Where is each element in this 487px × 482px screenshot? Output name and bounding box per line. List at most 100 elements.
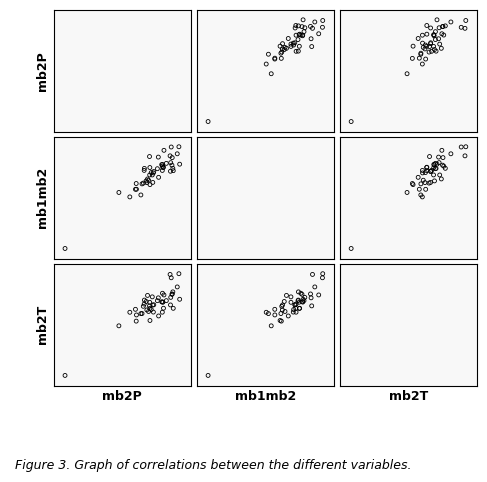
- Point: [414, 174, 422, 181]
- Point: [168, 143, 175, 151]
- Point: [423, 42, 431, 50]
- Point: [282, 44, 290, 52]
- Point: [150, 168, 158, 175]
- Point: [415, 54, 423, 62]
- Point: [139, 179, 147, 187]
- Point: [409, 180, 416, 187]
- Point: [262, 308, 270, 316]
- Point: [281, 298, 288, 306]
- Point: [160, 305, 168, 312]
- Point: [432, 47, 440, 55]
- Point: [146, 153, 153, 161]
- Point: [150, 301, 158, 308]
- Point: [295, 288, 302, 296]
- Point: [146, 298, 153, 306]
- Point: [425, 48, 433, 56]
- Point: [115, 188, 123, 196]
- Point: [155, 174, 163, 181]
- Point: [430, 42, 437, 50]
- Point: [409, 181, 417, 188]
- Point: [160, 147, 168, 154]
- Point: [167, 294, 175, 301]
- Point: [301, 24, 309, 32]
- Point: [427, 24, 434, 32]
- Point: [163, 297, 170, 305]
- Point: [295, 47, 302, 55]
- Point: [431, 160, 439, 167]
- Point: [427, 39, 434, 47]
- Point: [290, 306, 298, 313]
- Point: [145, 176, 152, 184]
- Point: [423, 167, 431, 174]
- Point: [409, 42, 417, 50]
- Point: [137, 191, 145, 199]
- Point: [281, 43, 289, 51]
- Point: [462, 143, 469, 150]
- Point: [423, 163, 431, 171]
- Point: [307, 294, 315, 302]
- Point: [431, 36, 439, 43]
- Point: [154, 294, 162, 302]
- Point: [146, 171, 153, 179]
- Point: [300, 28, 308, 36]
- Point: [158, 308, 166, 316]
- Point: [146, 317, 154, 324]
- Text: Figure 3. Graph of correlations between the different variables.: Figure 3. Graph of correlations between …: [15, 459, 411, 472]
- Point: [279, 40, 286, 48]
- Point: [295, 296, 302, 304]
- Point: [419, 176, 427, 184]
- Point: [279, 301, 286, 309]
- Point: [144, 175, 151, 183]
- Point: [148, 169, 155, 176]
- Point: [418, 31, 426, 39]
- Point: [267, 322, 275, 330]
- Point: [428, 167, 435, 174]
- Point: [281, 308, 289, 315]
- Point: [149, 171, 156, 179]
- Point: [292, 308, 300, 316]
- Point: [142, 298, 150, 306]
- Point: [140, 167, 148, 174]
- Point: [417, 180, 425, 187]
- Point: [204, 372, 212, 379]
- Point: [277, 49, 285, 57]
- Point: [427, 178, 434, 186]
- Point: [150, 308, 157, 316]
- Point: [295, 22, 302, 30]
- Point: [447, 18, 455, 26]
- Point: [295, 31, 303, 39]
- Point: [422, 41, 430, 49]
- Point: [418, 193, 426, 201]
- Point: [436, 171, 444, 179]
- Point: [159, 164, 167, 172]
- Y-axis label: mb2T: mb2T: [37, 305, 49, 344]
- Y-axis label: mb2P: mb2P: [37, 51, 49, 91]
- Point: [204, 118, 212, 125]
- Point: [437, 175, 445, 183]
- Point: [431, 177, 438, 185]
- Point: [457, 143, 465, 151]
- Point: [309, 25, 317, 32]
- Point: [139, 302, 147, 310]
- Point: [267, 70, 275, 78]
- Point: [430, 31, 438, 39]
- Point: [271, 55, 279, 63]
- Point: [299, 16, 307, 24]
- Point: [146, 302, 153, 310]
- Point: [167, 159, 175, 166]
- Point: [176, 161, 184, 168]
- X-axis label: mb2T: mb2T: [389, 390, 428, 403]
- Point: [292, 300, 300, 308]
- Point: [279, 45, 286, 53]
- Point: [299, 32, 306, 40]
- Point: [309, 270, 317, 278]
- Point: [282, 292, 290, 299]
- Point: [311, 283, 318, 291]
- Point: [430, 161, 438, 169]
- Point: [438, 30, 446, 38]
- Point: [439, 23, 447, 30]
- Point: [414, 35, 422, 42]
- Point: [287, 298, 295, 306]
- Point: [318, 274, 326, 281]
- Point: [291, 301, 299, 309]
